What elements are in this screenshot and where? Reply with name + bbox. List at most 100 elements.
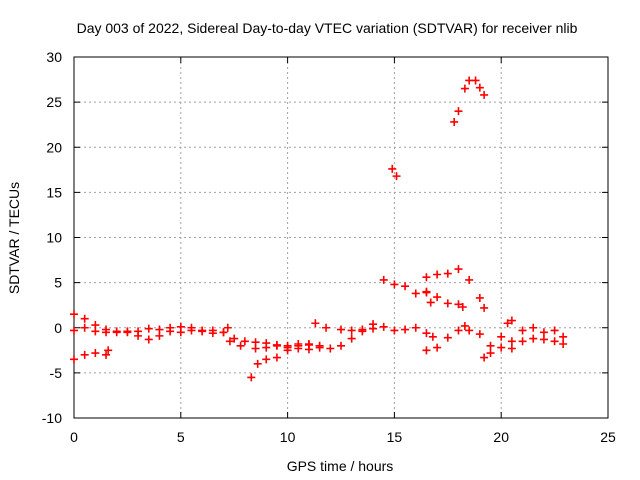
data-point bbox=[294, 344, 303, 353]
data-point bbox=[433, 293, 442, 302]
data-point bbox=[262, 343, 271, 352]
data-point bbox=[480, 90, 489, 99]
x-tick-label: 20 bbox=[493, 429, 509, 445]
data-point bbox=[225, 337, 234, 346]
data-point bbox=[422, 273, 431, 282]
series-arc-10 bbox=[422, 265, 489, 312]
data-point bbox=[465, 275, 474, 284]
data-point bbox=[497, 332, 506, 341]
x-tick-label: 10 bbox=[280, 429, 296, 445]
data-point bbox=[433, 270, 442, 279]
data-point bbox=[539, 335, 548, 344]
data-point bbox=[539, 328, 548, 337]
data-point bbox=[326, 344, 335, 353]
chart-title: Day 003 of 2022, Sidereal Day-to-day VTE… bbox=[77, 20, 578, 36]
data-point bbox=[390, 326, 399, 335]
series-arc-4 bbox=[225, 324, 378, 353]
data-point bbox=[388, 164, 397, 173]
data-point bbox=[507, 344, 516, 353]
series-arc-9 bbox=[422, 287, 467, 311]
data-point bbox=[134, 331, 143, 340]
data-point bbox=[411, 323, 420, 332]
y-tick-label: -10 bbox=[42, 410, 62, 426]
data-point bbox=[70, 310, 78, 319]
y-tick-label: 25 bbox=[46, 94, 62, 110]
data-point bbox=[155, 331, 164, 340]
data-point bbox=[390, 280, 399, 289]
data-point bbox=[358, 325, 367, 334]
data-point bbox=[104, 346, 113, 355]
data-point bbox=[503, 319, 512, 328]
data-point bbox=[272, 353, 281, 362]
data-point bbox=[80, 323, 89, 332]
data-point bbox=[465, 326, 474, 335]
x-tick-label: 15 bbox=[387, 429, 403, 445]
data-point bbox=[471, 76, 480, 85]
series-arc-14 bbox=[486, 337, 516, 358]
data-point bbox=[460, 84, 469, 93]
data-point bbox=[411, 289, 420, 298]
data-point bbox=[454, 300, 463, 309]
data-point bbox=[369, 320, 378, 329]
data-point bbox=[91, 327, 100, 336]
series-arc-11 bbox=[422, 321, 484, 355]
data-point bbox=[422, 287, 431, 296]
data-point bbox=[112, 328, 121, 337]
y-tick-label: -5 bbox=[50, 365, 63, 381]
data-point bbox=[518, 326, 527, 335]
data-point bbox=[337, 341, 345, 350]
data-point bbox=[559, 339, 568, 348]
data-point bbox=[198, 327, 207, 336]
data-point bbox=[422, 329, 431, 338]
data-point bbox=[443, 269, 452, 278]
data-point bbox=[475, 83, 484, 92]
data-point bbox=[80, 314, 89, 323]
data-point bbox=[236, 341, 245, 350]
data-point bbox=[518, 337, 527, 346]
series-arc-8 bbox=[388, 164, 401, 181]
data-point bbox=[433, 343, 442, 352]
data-point bbox=[428, 332, 437, 341]
x-tick-label: 25 bbox=[600, 429, 616, 445]
data-point bbox=[240, 337, 249, 346]
y-tick-label: 0 bbox=[54, 320, 62, 336]
series-arc-5 bbox=[247, 343, 324, 382]
data-point bbox=[454, 326, 463, 335]
data-point bbox=[91, 349, 100, 358]
data-point bbox=[480, 303, 489, 312]
data-point bbox=[529, 323, 538, 332]
data-point bbox=[480, 353, 489, 362]
data-points bbox=[70, 76, 568, 382]
data-point bbox=[497, 343, 506, 352]
data-point bbox=[337, 325, 345, 334]
data-point bbox=[559, 332, 568, 341]
data-point bbox=[253, 359, 262, 368]
data-point bbox=[223, 323, 232, 332]
data-point bbox=[219, 328, 228, 337]
data-point bbox=[475, 330, 484, 339]
y-tick-label: 15 bbox=[46, 184, 62, 200]
data-point bbox=[208, 329, 217, 338]
series-arc-12 bbox=[450, 76, 489, 126]
data-point bbox=[176, 328, 185, 337]
data-point bbox=[123, 327, 132, 336]
y-tick-label: 5 bbox=[54, 275, 62, 291]
data-point bbox=[401, 282, 410, 291]
data-point bbox=[486, 349, 495, 358]
data-point bbox=[379, 275, 388, 284]
x-tick-label: 0 bbox=[70, 429, 78, 445]
series-arc-15 bbox=[507, 334, 568, 353]
data-point bbox=[458, 302, 467, 311]
data-point bbox=[550, 326, 559, 335]
grid bbox=[74, 57, 608, 418]
data-point bbox=[311, 319, 320, 328]
data-point bbox=[443, 333, 452, 342]
x-axis-label: GPS time / hours bbox=[287, 458, 394, 474]
data-point bbox=[144, 324, 153, 333]
data-point bbox=[283, 346, 292, 355]
data-point bbox=[426, 298, 435, 307]
data-point bbox=[507, 337, 516, 346]
data-point bbox=[230, 334, 239, 343]
data-point bbox=[187, 326, 196, 335]
